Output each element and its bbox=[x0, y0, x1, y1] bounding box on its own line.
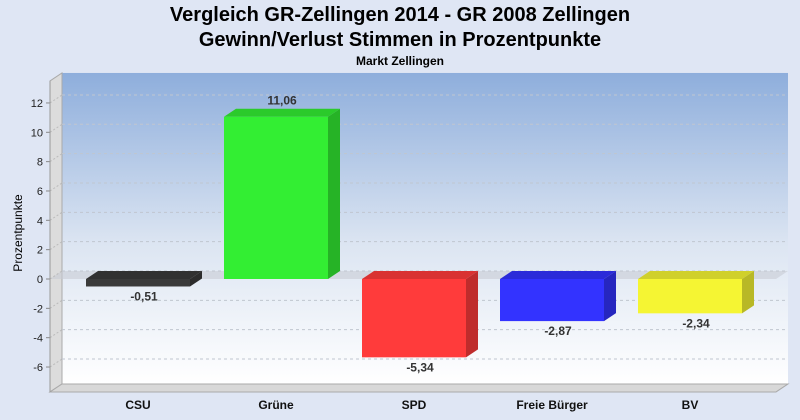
bar-side bbox=[328, 108, 340, 279]
data-label: 11,06 bbox=[267, 94, 297, 108]
y-tick-label: 2 bbox=[37, 245, 43, 257]
left-wall bbox=[49, 72, 63, 393]
bar-front bbox=[638, 279, 742, 314]
y-tick-label: 10 bbox=[31, 127, 43, 139]
bar-freie-bürger bbox=[500, 271, 616, 322]
grid-line-side bbox=[49, 211, 63, 221]
chart-title: Vergleich GR-Zellingen 2014 - GR 2008 Ze… bbox=[169, 4, 631, 26]
bar-top bbox=[362, 271, 478, 279]
bar-top bbox=[638, 271, 754, 279]
grid-line-side bbox=[49, 358, 63, 368]
bar-top bbox=[224, 108, 340, 117]
bar-side bbox=[466, 271, 478, 358]
y-tick-label: 0 bbox=[37, 274, 43, 286]
grid-line-side bbox=[49, 241, 63, 251]
x-tick-label: Freie Bürger bbox=[516, 398, 588, 412]
chart-subsubtitle: Markt Zellingen bbox=[355, 54, 444, 68]
bar-front bbox=[362, 279, 466, 358]
y-tick-label: 8 bbox=[37, 157, 43, 169]
bar-front bbox=[86, 279, 190, 287]
bar-front bbox=[224, 116, 328, 279]
y-axis-label: Prozentpunkte bbox=[11, 194, 25, 272]
x-tick-label: SPD bbox=[402, 398, 427, 412]
grid-line-side bbox=[49, 329, 63, 339]
bar-csu bbox=[86, 271, 202, 287]
x-tick-label: CSU bbox=[125, 398, 150, 412]
data-label: -5,34 bbox=[406, 360, 434, 374]
grid-line-side bbox=[49, 153, 63, 163]
bar-bv bbox=[638, 271, 754, 314]
y-tick-label: -4 bbox=[33, 333, 43, 345]
grid-line-side bbox=[49, 94, 63, 104]
floor bbox=[48, 383, 790, 393]
x-tick-label: Grüne bbox=[258, 398, 294, 412]
bar-side bbox=[742, 271, 754, 314]
data-label: -2,34 bbox=[682, 316, 710, 330]
chart-subtitle: Gewinn/Verlust Stimmen in Prozentpunkte bbox=[198, 29, 602, 51]
bar-front bbox=[500, 279, 604, 322]
bar-top bbox=[500, 271, 616, 279]
bar-side bbox=[604, 271, 616, 322]
x-tick-label: BV bbox=[682, 398, 699, 412]
y-tick-label: 4 bbox=[37, 215, 43, 227]
bar-side bbox=[190, 271, 202, 287]
y-tick-label: -2 bbox=[33, 303, 43, 315]
bar-spd bbox=[362, 271, 478, 358]
data-label: -2,87 bbox=[544, 324, 572, 338]
grid-line-side bbox=[49, 182, 63, 192]
y-tick-label: 12 bbox=[31, 98, 43, 110]
bar-top bbox=[86, 271, 202, 279]
grid-line-side bbox=[49, 123, 63, 133]
bar-grüne bbox=[224, 108, 340, 279]
data-label: -0,51 bbox=[130, 289, 158, 303]
y-tick-label: -6 bbox=[33, 362, 43, 374]
grid-line-side bbox=[49, 270, 63, 280]
grid-line-side bbox=[49, 299, 63, 309]
y-tick-label: 6 bbox=[37, 186, 43, 198]
